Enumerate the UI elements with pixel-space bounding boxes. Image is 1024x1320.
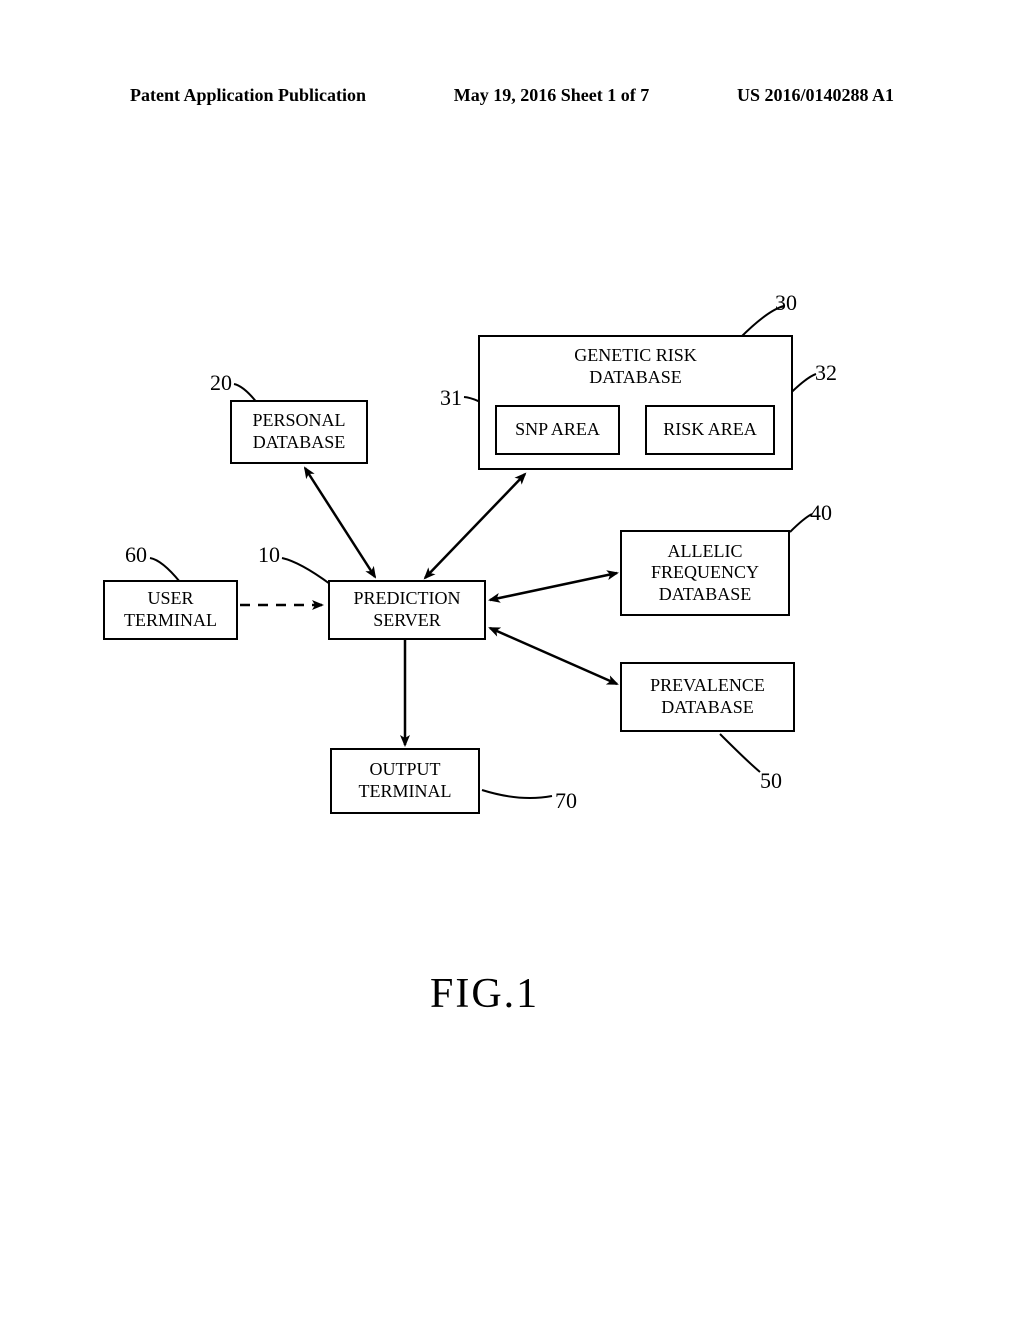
box-label: PREVALENCE (650, 675, 765, 697)
ref-60: 60 (125, 542, 147, 568)
box-label: DATABASE (253, 432, 346, 454)
ref-70: 70 (555, 788, 577, 814)
ref-30: 30 (775, 290, 797, 316)
allelic-frequency-database-box: ALLELIC FREQUENCY DATABASE (620, 530, 790, 616)
box-label: DATABASE (661, 697, 754, 719)
personal-database-box: PERSONAL DATABASE (230, 400, 368, 464)
box-label: SNP AREA (515, 419, 600, 441)
box-label: USER (147, 588, 193, 610)
snp-area-box: SNP AREA (495, 405, 620, 455)
box-label: DATABASE (659, 584, 752, 606)
box-label: SERVER (373, 610, 441, 632)
connector-layer (0, 0, 1024, 1320)
figure-caption: FIG.1 (430, 970, 539, 1018)
box-label: ALLELIC (668, 541, 743, 563)
box-label: OUTPUT (370, 759, 441, 781)
ref-40: 40 (810, 500, 832, 526)
box-label: PREDICTION (354, 588, 461, 610)
box-label: DATABASE (589, 367, 682, 389)
diagram-container: PERSONAL DATABASE GENETIC RISK DATABASE … (0, 0, 1024, 1320)
ref-32: 32 (815, 360, 837, 386)
box-label: FREQUENCY (651, 562, 759, 584)
ref-50: 50 (760, 768, 782, 794)
box-label: GENETIC RISK (574, 345, 697, 367)
ref-31: 31 (440, 385, 462, 411)
prevalence-database-box: PREVALENCE DATABASE (620, 662, 795, 732)
prediction-server-box: PREDICTION SERVER (328, 580, 486, 640)
ref-10: 10 (258, 542, 280, 568)
user-terminal-box: USER TERMINAL (103, 580, 238, 640)
ref-20: 20 (210, 370, 232, 396)
box-label: TERMINAL (124, 610, 217, 632)
output-terminal-box: OUTPUT TERMINAL (330, 748, 480, 814)
risk-area-box: RISK AREA (645, 405, 775, 455)
box-label: RISK AREA (663, 419, 757, 441)
box-label: TERMINAL (359, 781, 452, 803)
box-label: PERSONAL (252, 410, 345, 432)
